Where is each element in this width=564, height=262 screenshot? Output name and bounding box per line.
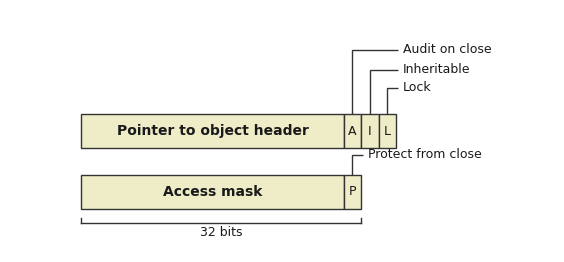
Bar	[343, 114, 361, 149]
Bar	[378, 114, 396, 149]
Text: Protect from close: Protect from close	[368, 148, 482, 161]
Text: P: P	[349, 185, 356, 198]
Text: Inheritable: Inheritable	[403, 63, 470, 76]
Text: L: L	[384, 125, 391, 138]
Text: Access mask: Access mask	[163, 185, 262, 199]
Bar	[343, 175, 361, 209]
Text: Lock: Lock	[403, 81, 431, 94]
Bar	[81, 114, 343, 149]
Text: I: I	[368, 125, 372, 138]
Bar	[81, 175, 343, 209]
Text: A: A	[348, 125, 356, 138]
Text: 32 bits: 32 bits	[200, 226, 243, 239]
Text: Audit on close: Audit on close	[403, 43, 491, 56]
Bar	[361, 114, 378, 149]
Text: Pointer to object header: Pointer to object header	[117, 124, 309, 138]
